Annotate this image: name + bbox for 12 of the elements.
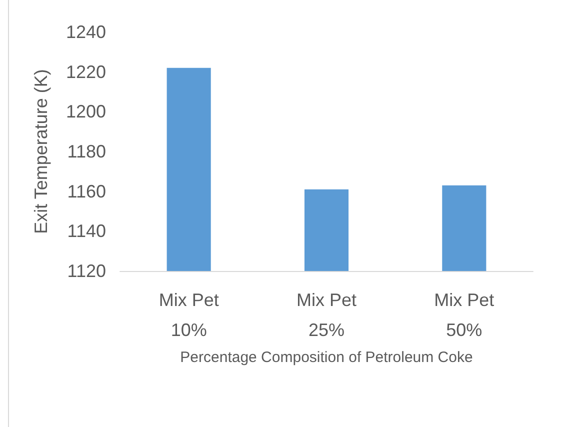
y-tick-label: 1240 bbox=[66, 22, 106, 42]
y-tick-label: 1180 bbox=[67, 142, 106, 162]
x-tick-label: Mix Pet 25% bbox=[296, 290, 357, 340]
y-tick-label: 1200 bbox=[66, 102, 106, 122]
y-tick-label: 1220 bbox=[66, 62, 106, 82]
y-tick-label: 1120 bbox=[67, 261, 106, 281]
x-axis-title: Percentage Composition of Petroleum Coke bbox=[180, 348, 473, 366]
x-tick-label: Mix Pet 10% bbox=[158, 290, 219, 340]
y-tick-label: 1140 bbox=[67, 221, 106, 242]
y-axis-title: Exit Temperature (K) bbox=[31, 69, 51, 234]
y-tick-label: 1160 bbox=[67, 181, 106, 202]
x-tick-label: Mix Pet 50% bbox=[434, 290, 494, 340]
